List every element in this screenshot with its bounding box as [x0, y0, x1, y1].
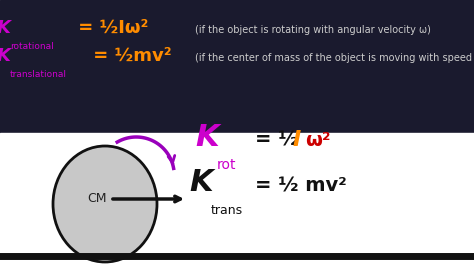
- Text: = ½ mv²: = ½ mv²: [255, 176, 347, 195]
- Text: K: K: [0, 47, 11, 65]
- Text: I: I: [293, 130, 301, 150]
- Text: = ½Iω²: = ½Iω²: [72, 19, 148, 37]
- Ellipse shape: [53, 146, 157, 262]
- Text: rot: rot: [217, 158, 237, 172]
- Text: (if the center of mass of the object is moving with speed v): (if the center of mass of the object is …: [195, 53, 474, 63]
- Text: translational: translational: [10, 70, 67, 79]
- Text: K: K: [189, 168, 213, 197]
- Text: (if the object is rotating with angular velocity ω): (if the object is rotating with angular …: [195, 25, 431, 35]
- Text: trans: trans: [211, 204, 243, 217]
- Text: = ½mv²: = ½mv²: [87, 47, 172, 65]
- Text: CM: CM: [87, 193, 107, 206]
- Text: = ½: = ½: [255, 131, 305, 150]
- Text: K: K: [0, 19, 11, 37]
- Bar: [0, 0, 474, 133]
- Text: rotational: rotational: [10, 42, 54, 51]
- Bar: [0, 133, 474, 266]
- Text: K: K: [195, 123, 219, 152]
- Text: ω²: ω²: [305, 131, 330, 150]
